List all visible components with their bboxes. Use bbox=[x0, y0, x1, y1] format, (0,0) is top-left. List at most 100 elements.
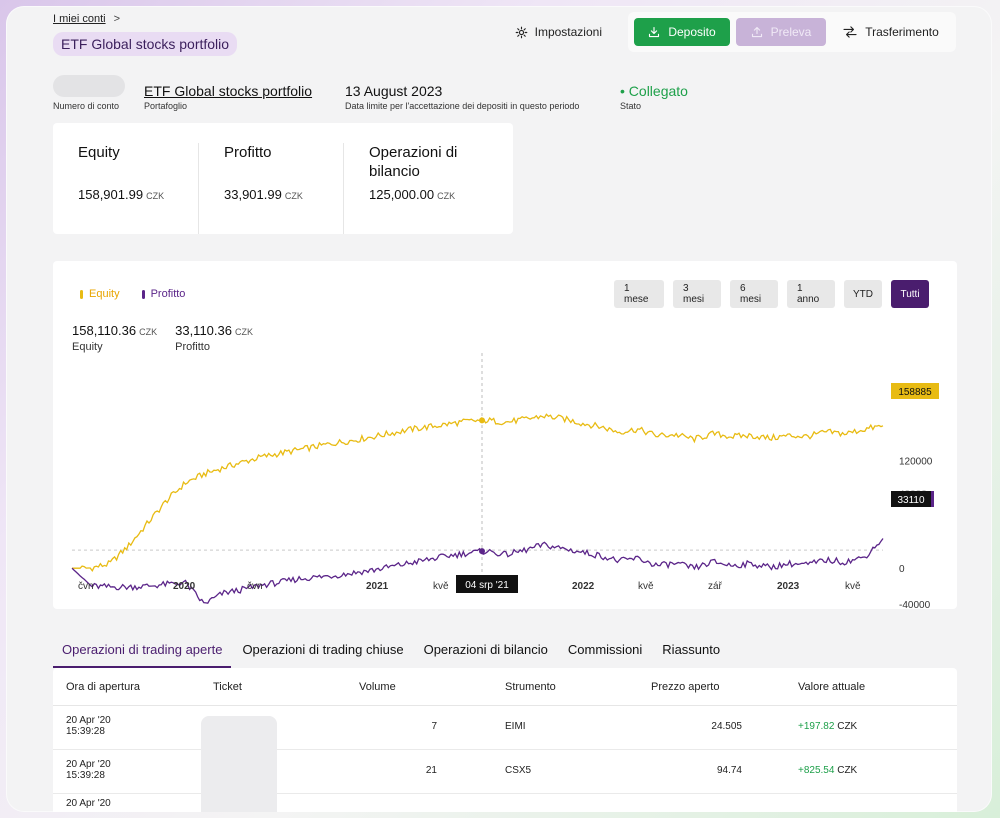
stat-value: 158,901.99 CZK bbox=[78, 187, 198, 202]
stat-unit: CZK bbox=[146, 191, 165, 201]
col-ticket[interactable]: Ticket bbox=[213, 680, 242, 693]
tooltip-date-bg bbox=[456, 575, 518, 593]
cell-current-value: +197.82 CZK bbox=[798, 721, 857, 732]
transfer-label: Trasferimento bbox=[865, 25, 939, 39]
account-number-masked bbox=[53, 75, 125, 97]
legend-label: Profitto bbox=[150, 288, 186, 300]
download-icon bbox=[649, 26, 660, 38]
stat-equity: Equity 158,901.99 CZK bbox=[53, 143, 198, 234]
tooltip-date: 04 srp '21 bbox=[465, 580, 509, 591]
cell-date: 20 Apr '20 bbox=[66, 715, 111, 726]
y-tick-label: 120000 bbox=[899, 457, 933, 468]
deadline-value: 13 August 2023 bbox=[345, 83, 443, 99]
tab-summary[interactable]: Riassunto bbox=[662, 642, 721, 657]
withdraw-button[interactable]: Preleva bbox=[736, 18, 826, 46]
range-1-month[interactable]: 1 mese bbox=[614, 280, 664, 308]
table-header: Ora di apertura Ticket Volume Strumento … bbox=[53, 668, 957, 706]
cell-date: 20 Apr '20 bbox=[66, 759, 111, 770]
stat-unit: CZK bbox=[284, 191, 303, 201]
summary-label: Profitto bbox=[175, 341, 210, 353]
x-tick-label: zář bbox=[708, 581, 723, 592]
withdraw-label: Preleva bbox=[770, 25, 812, 39]
stat-title: Operazioni di bilancio bbox=[369, 144, 458, 180]
x-tick-label: čvn bbox=[78, 581, 94, 592]
tab-commissions[interactable]: Commissioni bbox=[567, 642, 643, 657]
stat-title: Equity bbox=[78, 144, 120, 161]
stats-card: Equity 158,901.99 CZK Profitto 33,901.99 C… bbox=[53, 123, 513, 234]
x-tick-label: kvě bbox=[433, 581, 449, 592]
cell-value-number: +825.54 bbox=[798, 765, 835, 776]
col-instrument[interactable]: Strumento bbox=[505, 680, 556, 693]
legend-label: Equity bbox=[89, 288, 120, 300]
legend-swatch-equity bbox=[80, 289, 83, 299]
deposit-button[interactable]: Deposito bbox=[634, 18, 730, 46]
cell-current-value: +825.54 CZK bbox=[798, 765, 857, 776]
range-3-months[interactable]: 3 mesi bbox=[673, 280, 721, 308]
cell-value-number: +197.82 bbox=[798, 721, 835, 732]
table-row[interactable]: 20 Apr '20 15:39:28 21 CSX5 94.74 +825.54… bbox=[53, 750, 957, 794]
status-label: Stato bbox=[620, 101, 642, 111]
col-volume[interactable]: Volume bbox=[359, 680, 396, 693]
cell-unit: CZK bbox=[837, 721, 858, 732]
stat-balance-operations: Operazioni di bilancio 125,000.00 CZK bbox=[343, 143, 488, 234]
range-1-year[interactable]: 1 anno bbox=[787, 280, 835, 308]
cell-time: 15:39:28 bbox=[66, 726, 105, 737]
breadcrumb-link-my-accounts[interactable]: I miei conti bbox=[53, 13, 106, 25]
cell-open-time: 20 Apr '20 15:39:28 bbox=[66, 759, 111, 781]
legend-item-equity[interactable]: Equity bbox=[80, 288, 120, 300]
summary-unit: CZK bbox=[234, 327, 253, 337]
open-trades-table: Ora di apertura Ticket Volume Strumento … bbox=[53, 668, 957, 812]
col-current-value[interactable]: Valore attuale bbox=[798, 680, 866, 693]
table-row[interactable]: 20 Apr '20 bbox=[53, 794, 957, 812]
settings-label: Impostazioni bbox=[534, 25, 602, 39]
tab-open-trades[interactable]: Operazioni di trading aperte bbox=[53, 642, 232, 668]
upload-icon bbox=[751, 26, 762, 38]
app-frame: I miei conti > ETF Global stocks portfol… bbox=[6, 6, 992, 812]
cell-date: 20 Apr '20 bbox=[66, 798, 111, 809]
profit-marker: 33110 bbox=[897, 495, 925, 506]
stat-value: 125,000.00 CZK bbox=[369, 187, 488, 202]
range-6-months[interactable]: 6 mesi bbox=[730, 280, 778, 308]
cell-volume: 21 bbox=[425, 765, 437, 776]
breadcrumb: I miei conti > bbox=[53, 13, 120, 25]
summary-profit: 33,110.36 CZK Profitto bbox=[175, 323, 253, 353]
stat-profit: Profitto 33,901.99 CZK bbox=[198, 143, 343, 234]
y-tick-label: -40000 bbox=[899, 600, 931, 609]
stat-title: Profitto bbox=[224, 144, 272, 161]
x-tick-label: kvě bbox=[845, 581, 861, 592]
account-info-row: Numero di conto ETF Global stocks portfo… bbox=[53, 73, 753, 113]
equity-profit-chart[interactable]: 120000800000-40000čvn2020čvn2021kvě2022k… bbox=[53, 261, 957, 609]
summary-label: Equity bbox=[72, 341, 103, 353]
cell-unit: CZK bbox=[837, 765, 858, 776]
stat-unit: CZK bbox=[437, 191, 456, 201]
transfer-button[interactable]: Trasferimento bbox=[832, 18, 950, 46]
action-group: Deposito Preleva Trasferimento bbox=[628, 12, 956, 52]
chart-card: 120000800000-40000čvn2020čvn2021kvě2022k… bbox=[53, 261, 957, 609]
hover-point-equity bbox=[479, 417, 485, 424]
cell-instrument: EIMI bbox=[505, 721, 526, 732]
chart-summary: 158,110.36 CZK Equity 33,110.36 CZK Profit… bbox=[72, 323, 253, 353]
status-badge: • Collegato bbox=[620, 83, 688, 99]
profit-marker-bg bbox=[891, 491, 931, 507]
cell-instrument: CSX5 bbox=[505, 765, 532, 776]
summary-unit: CZK bbox=[139, 327, 158, 337]
settings-button[interactable]: Impostazioni bbox=[515, 25, 602, 39]
legend-swatch-profit bbox=[141, 289, 145, 299]
cell-volume: 7 bbox=[431, 721, 437, 732]
series-line-equity bbox=[72, 413, 884, 573]
tab-closed-trades[interactable]: Operazioni di trading chiuse bbox=[242, 642, 404, 657]
portfolio-link[interactable]: ETF Global stocks portfolio bbox=[144, 83, 313, 99]
summary-equity: 158,110.36 CZK Equity bbox=[72, 323, 157, 353]
table-row[interactable]: 20 Apr '20 15:39:28 7 EIMI 24.505 +197.82… bbox=[53, 706, 957, 750]
range-all[interactable]: Tutti bbox=[891, 280, 929, 308]
range-ytd[interactable]: YTD bbox=[844, 280, 882, 308]
tab-balance-operations[interactable]: Operazioni di bilancio bbox=[423, 642, 548, 657]
legend-item-profit[interactable]: Profitto bbox=[141, 288, 186, 300]
summary-value: 158,110.36 bbox=[72, 323, 137, 338]
summary-value: 33,110.36 bbox=[175, 323, 232, 338]
col-open-time[interactable]: Ora di apertura bbox=[66, 680, 140, 693]
stat-value-number: 125,000.00 bbox=[369, 187, 435, 202]
x-tick-label: 2023 bbox=[777, 581, 800, 592]
col-open-price[interactable]: Prezzo aperto bbox=[651, 680, 720, 693]
x-tick-label: kvě bbox=[638, 581, 654, 592]
